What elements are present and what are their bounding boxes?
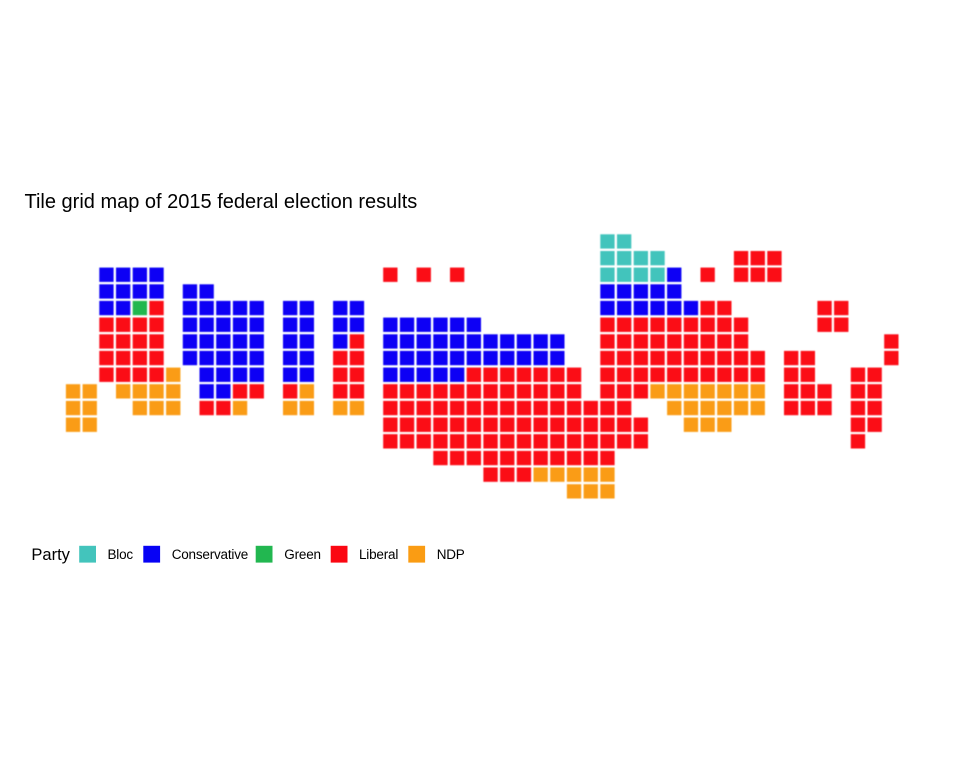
svg-text:Liberal: Liberal — [359, 547, 398, 562]
svg-text:Party: Party — [31, 546, 70, 564]
svg-text:NDP: NDP — [437, 547, 465, 562]
svg-text:Tile grid map of 2015 federal: Tile grid map of 2015 federal election r… — [25, 191, 418, 213]
svg-text:Green: Green — [284, 547, 321, 562]
svg-text:Bloc: Bloc — [108, 547, 134, 562]
svg-text:Conservative: Conservative — [172, 547, 248, 562]
